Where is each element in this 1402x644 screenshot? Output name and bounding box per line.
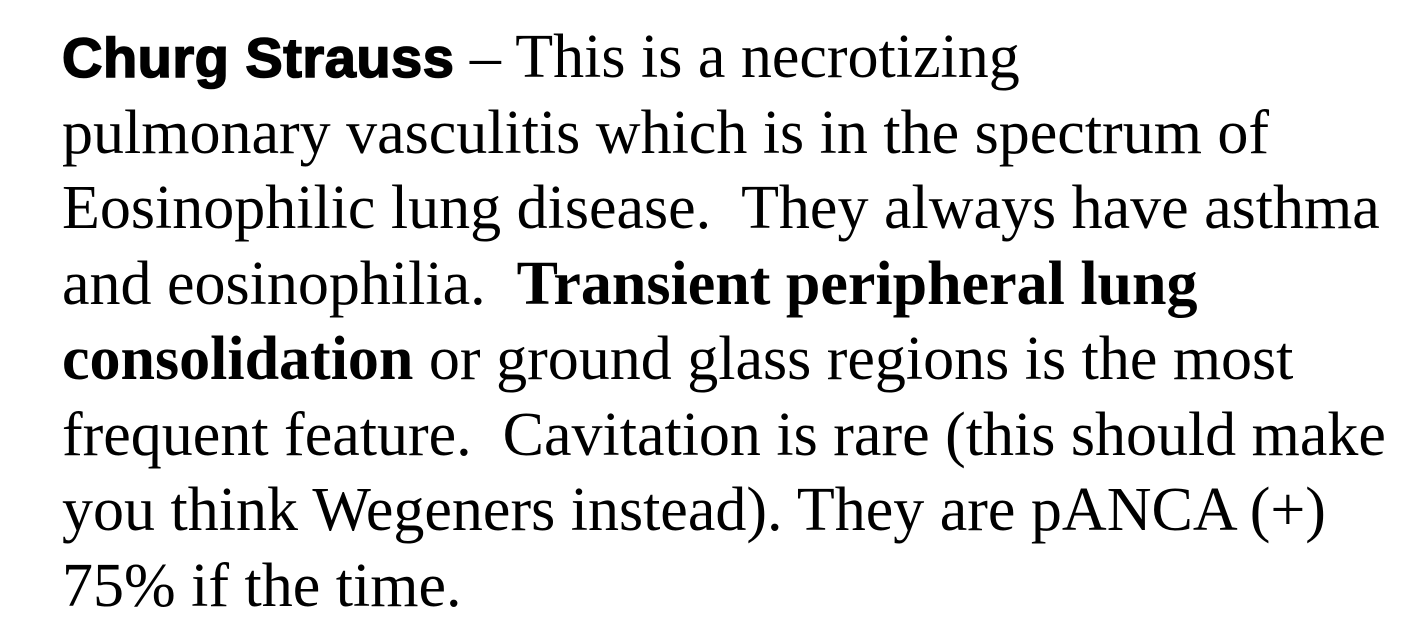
- text-line-4: and eosinophilia. Transient peripheral l…: [62, 247, 1382, 323]
- heading-term: Churg Strauss: [61, 25, 455, 90]
- text-line-3: Eosinophilic lung disease. They always h…: [62, 171, 1382, 247]
- text-run: or ground glass regions is the most: [413, 325, 1294, 393]
- text-line-5: consolidation or ground glass regions is…: [62, 322, 1382, 398]
- text-run: Eosinophilic lung disease. They always h…: [62, 174, 1380, 242]
- document-body: Churg Strauss – This is a necrotizing pu…: [61, 20, 1386, 625]
- text-line-1: Churg Strauss – This is a necrotizing: [61, 20, 1382, 96]
- text-run: pulmonary vasculitis which is in the spe…: [62, 98, 1270, 167]
- bold-phrase: consolidation: [62, 325, 414, 393]
- text-run: you think Wegeners instead). They are pA…: [62, 476, 1326, 544]
- text-run: and eosinophilia.: [62, 249, 517, 318]
- text-run: – This is a necrotizing: [454, 23, 1020, 91]
- bold-phrase: Transient peripheral lung: [516, 249, 1198, 318]
- text-line-8: 75% if the time.: [62, 549, 1382, 625]
- text-line-7: you think Wegeners instead). They are pA…: [62, 473, 1382, 549]
- text-run: 75% if the time.: [62, 551, 462, 620]
- text-line-2: pulmonary vasculitis which is in the spe…: [62, 96, 1382, 172]
- text-run: frequent feature. Cavitation is rare (th…: [62, 400, 1386, 469]
- text-line-6: frequent feature. Cavitation is rare (th…: [62, 398, 1386, 474]
